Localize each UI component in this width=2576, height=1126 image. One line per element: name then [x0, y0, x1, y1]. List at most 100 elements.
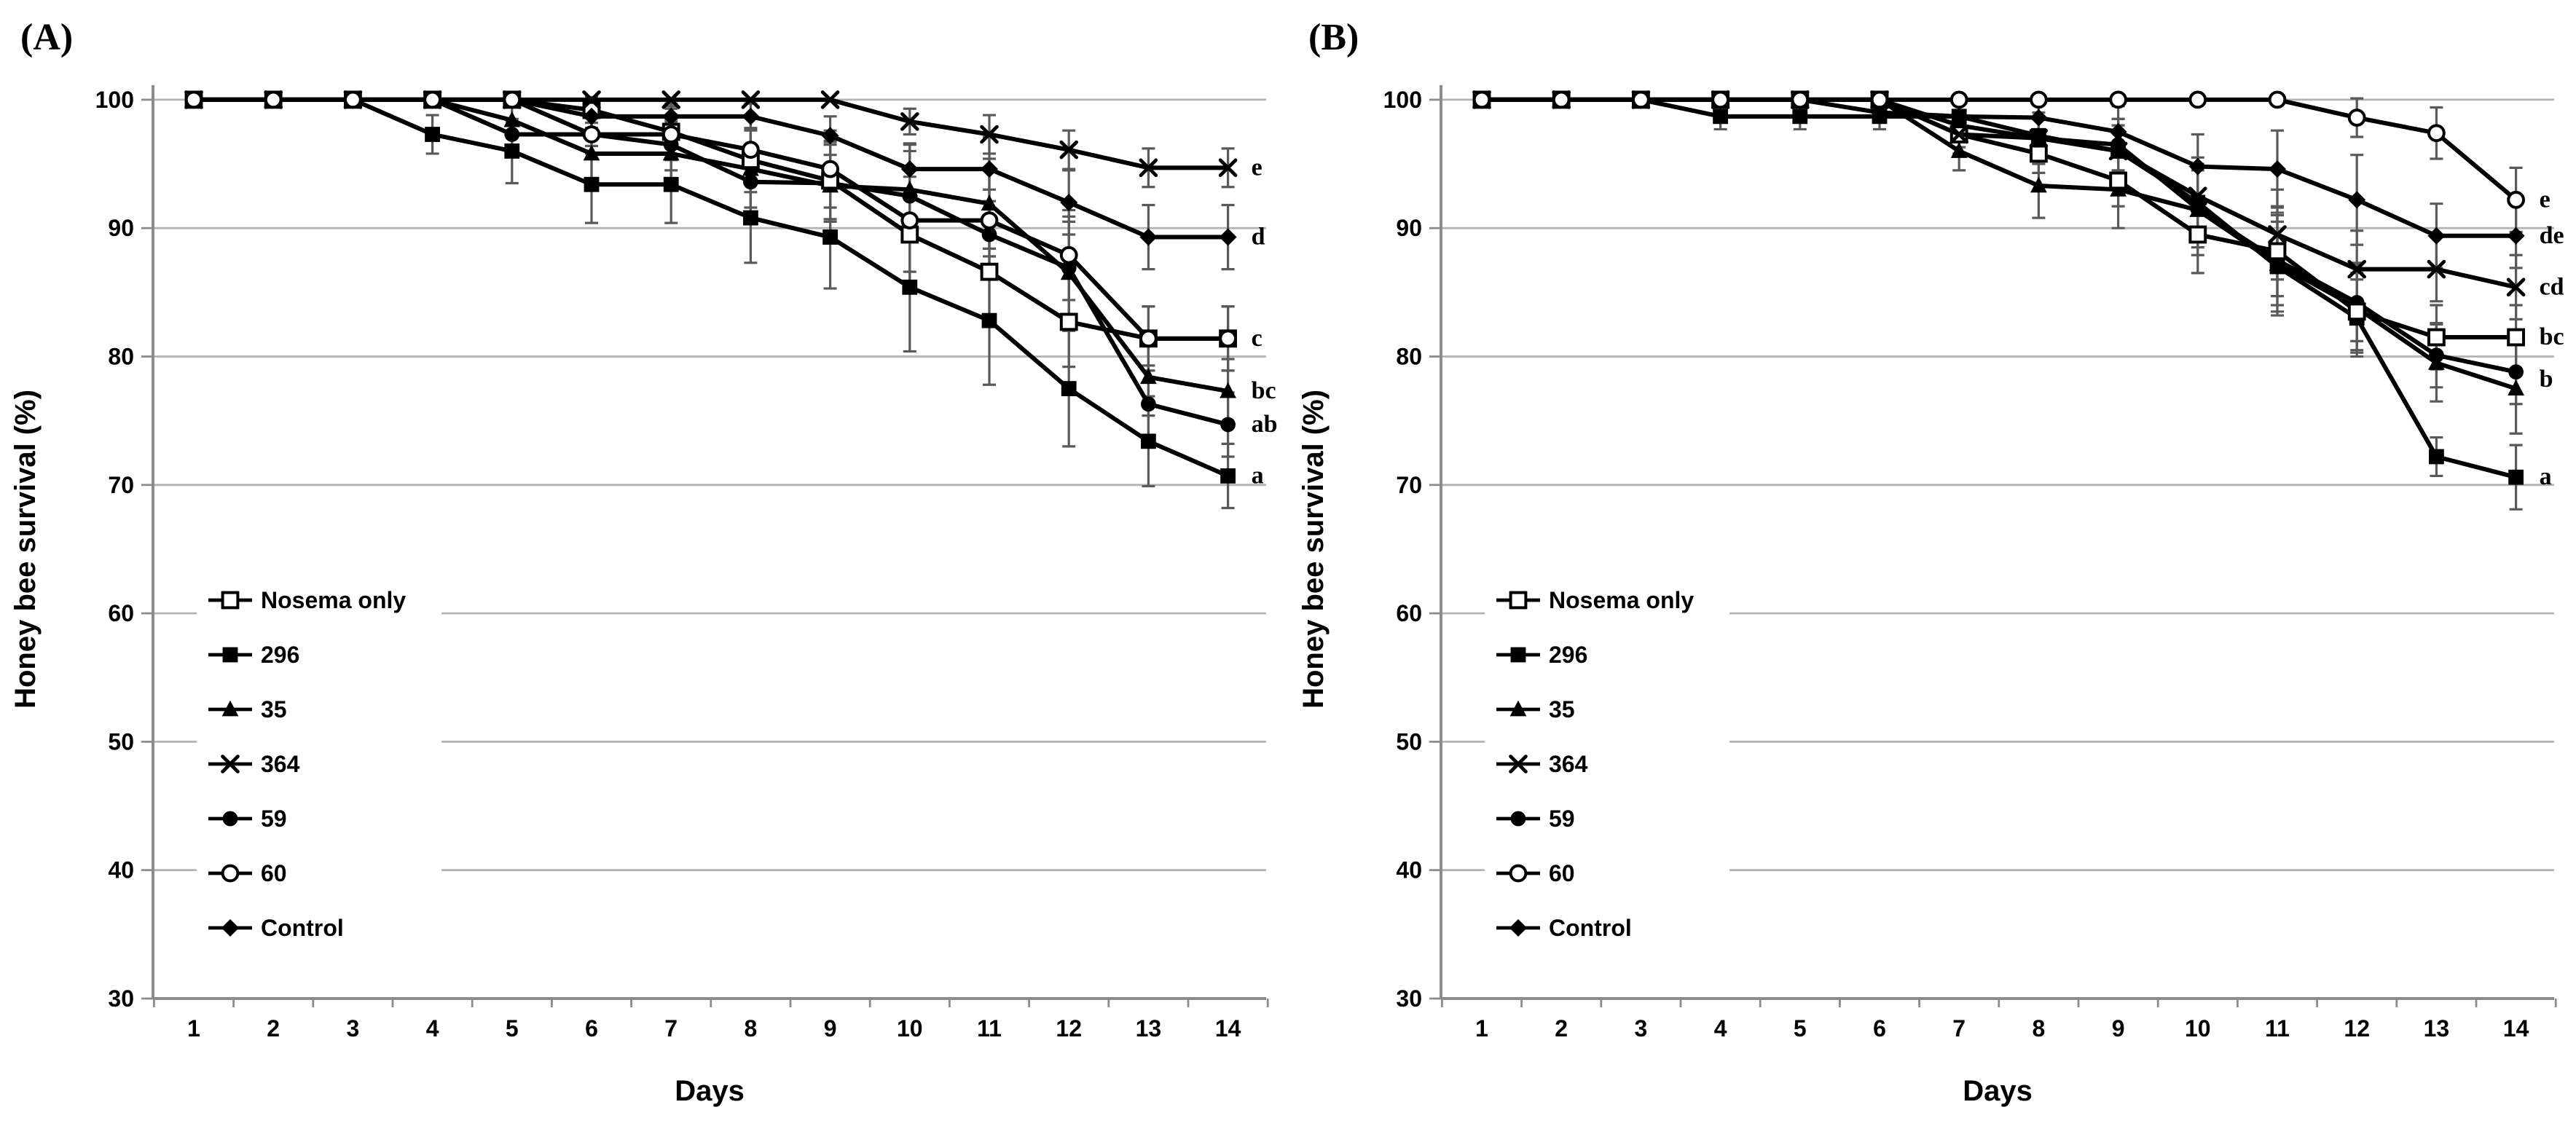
x-tick-label: 3 [1635, 1015, 1648, 1042]
data-point-296 [743, 210, 758, 226]
data-point-60 [1059, 245, 1078, 264]
series-line-60 [194, 97, 1228, 341]
data-point-60 [184, 90, 203, 109]
legend-item: 35 [208, 696, 287, 723]
data-point-60 [503, 90, 522, 109]
legend-marker [221, 591, 240, 610]
data-point-364 [820, 90, 840, 109]
x-tick-label: 9 [824, 1015, 837, 1042]
data-point-control [583, 107, 600, 125]
data-point-control [2109, 122, 2127, 141]
data-point-35 [2030, 176, 2047, 193]
data-point-nosema-only [2347, 302, 2366, 321]
x-tick-label: 1 [1475, 1015, 1488, 1042]
x-tick-label: 8 [2033, 1015, 2046, 1042]
data-point-control [2427, 227, 2446, 245]
data-point-nosema-only [1059, 312, 1078, 331]
y-tick-label: 60 [108, 600, 134, 626]
legend-item: Nosema only [208, 587, 406, 613]
x-tick-label: 13 [1136, 1015, 1162, 1042]
chart-background [1288, 0, 2576, 1126]
legend-item: 296 [208, 642, 299, 668]
data-point-364 [1949, 125, 1968, 144]
legend-item: 35 [1496, 696, 1575, 723]
x-tick-label: 9 [2112, 1015, 2125, 1042]
significance-label: b [2540, 366, 2553, 393]
data-point-364 [900, 112, 919, 131]
y-axis-title: Honey bee survival (%) [9, 390, 42, 709]
chart-background [0, 0, 1288, 1126]
data-point-60 [2188, 90, 2207, 109]
data-point-control [2348, 191, 2366, 209]
data-point-296 [1713, 109, 1728, 125]
x-tick-label: 8 [745, 1015, 758, 1042]
x-tick-label: 7 [664, 1015, 678, 1042]
data-point-35 [503, 111, 521, 127]
data-point-control [1871, 103, 1888, 122]
data-point-364 [980, 125, 999, 144]
significance-label: e [2540, 186, 2551, 213]
data-point-35 [1220, 382, 1236, 398]
data-point-59 [1220, 417, 1236, 433]
y-tick-label: 50 [108, 728, 134, 755]
data-point-60 [2030, 90, 2048, 109]
x-tick-label: 4 [1714, 1015, 1727, 1042]
data-point-control [1060, 193, 1078, 211]
y-tick-label: 30 [108, 985, 134, 1012]
data-point-control [900, 160, 919, 178]
legend-label: Nosema only [261, 587, 406, 613]
legend-marker [221, 700, 239, 717]
data-point-364 [1059, 140, 1078, 160]
data-point-59 [2190, 201, 2206, 217]
data-point-296 [902, 279, 918, 295]
legend-label: 60 [261, 860, 287, 886]
y-tick-label: 40 [108, 857, 134, 883]
x-tick-label: 13 [2424, 1015, 2450, 1042]
data-point-control [821, 127, 839, 145]
significance-label: c [1252, 325, 1263, 352]
y-tick-label: 80 [1396, 344, 1422, 370]
data-point-35 [583, 144, 600, 161]
data-point-364 [1218, 158, 1238, 178]
legend-marker [1509, 755, 1528, 773]
series-line-60 [1482, 97, 2518, 202]
data-point-nosema-only [2268, 242, 2287, 261]
data-point-60 [661, 125, 680, 143]
legend-marker [1510, 811, 1526, 827]
data-point-364 [2029, 128, 2049, 148]
significance-label: e [1252, 154, 1263, 181]
data-point-60 [582, 125, 601, 143]
y-tick-label: 90 [1396, 215, 1422, 241]
legend-marker [222, 647, 238, 663]
data-point-nosema-only [2030, 144, 2048, 163]
data-point-60 [1219, 329, 1237, 348]
data-point-59 [2429, 347, 2444, 363]
data-point-60 [1139, 329, 1158, 348]
legend-marker [221, 755, 240, 773]
legend-marker [1509, 864, 1528, 883]
data-point-60 [1552, 90, 1571, 109]
y-tick-label: 70 [108, 472, 134, 498]
x-axis-title: Days [675, 1075, 745, 1107]
data-point-59 [1061, 260, 1077, 276]
series-line-296 [194, 97, 1229, 479]
data-point-296 [504, 143, 520, 159]
data-point-60 [344, 90, 362, 109]
legend-marker [1509, 919, 1527, 937]
data-point-364 [661, 90, 680, 109]
legend-item: 296 [1496, 642, 1587, 668]
data-point-60 [1870, 90, 1889, 109]
x-tick-label: 2 [1555, 1015, 1568, 1042]
significance-label: a [1252, 462, 1264, 489]
data-point-control [2188, 157, 2207, 176]
data-point-60 [1472, 90, 1491, 109]
data-point-60 [423, 90, 441, 109]
x-tick-label: 5 [1794, 1015, 1807, 1042]
legend-item: Control [208, 915, 344, 941]
x-tick-label: 14 [1215, 1015, 1241, 1042]
data-point-60 [1791, 90, 1810, 109]
y-tick-label: 50 [1396, 728, 1422, 755]
data-point-control [742, 107, 760, 125]
